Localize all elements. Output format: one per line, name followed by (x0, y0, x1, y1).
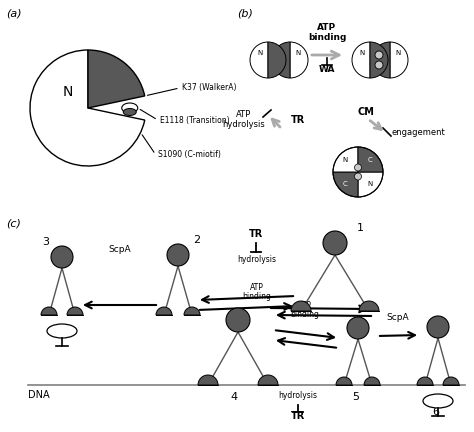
Text: hydrolysis: hydrolysis (237, 255, 276, 264)
Circle shape (375, 61, 383, 69)
Text: TR: TR (291, 115, 305, 125)
Wedge shape (364, 377, 380, 385)
Text: C: C (359, 64, 365, 70)
Text: CM: CM (358, 107, 375, 117)
Ellipse shape (123, 108, 136, 115)
Wedge shape (417, 377, 433, 385)
Wedge shape (352, 42, 370, 78)
Wedge shape (372, 42, 390, 78)
Text: binding: binding (242, 292, 271, 301)
Wedge shape (250, 42, 268, 78)
Wedge shape (198, 375, 218, 385)
Text: WA: WA (319, 65, 335, 74)
Text: N: N (359, 50, 365, 56)
Text: C: C (368, 156, 373, 162)
Text: K37 (WalkerA): K37 (WalkerA) (182, 83, 236, 92)
Wedge shape (156, 307, 172, 315)
Circle shape (427, 316, 449, 338)
Text: ATP: ATP (318, 23, 337, 32)
Wedge shape (390, 42, 408, 78)
Wedge shape (370, 42, 388, 78)
Text: N: N (257, 50, 263, 56)
Text: N: N (395, 50, 401, 56)
Text: C: C (343, 181, 348, 187)
Text: C: C (257, 64, 262, 70)
Text: 2: 2 (193, 235, 200, 245)
Text: (a): (a) (6, 8, 22, 18)
Wedge shape (41, 307, 57, 315)
Text: 1: 1 (357, 223, 364, 233)
Text: ATP: ATP (237, 110, 252, 119)
Ellipse shape (423, 394, 453, 408)
Wedge shape (333, 172, 358, 197)
Text: S1090 (C-miotif): S1090 (C-miotif) (157, 150, 220, 159)
Text: N: N (63, 85, 73, 99)
Circle shape (167, 244, 189, 266)
Text: C: C (63, 125, 73, 139)
Ellipse shape (122, 103, 138, 113)
Wedge shape (358, 147, 383, 172)
Text: C: C (296, 64, 301, 70)
Text: 4: 4 (230, 392, 237, 402)
Text: TR: TR (249, 229, 264, 239)
Wedge shape (290, 42, 308, 78)
Text: binding: binding (291, 310, 319, 319)
Text: hydrolysis: hydrolysis (223, 120, 265, 129)
Text: ATP: ATP (298, 301, 312, 310)
Circle shape (375, 51, 383, 59)
Text: binding: binding (308, 33, 346, 42)
Wedge shape (268, 42, 286, 78)
Circle shape (355, 173, 362, 180)
Wedge shape (336, 377, 352, 385)
Text: (c): (c) (6, 218, 21, 228)
Text: ATP: ATP (250, 283, 264, 292)
Wedge shape (358, 172, 383, 197)
Wedge shape (333, 147, 358, 172)
Wedge shape (67, 307, 83, 315)
Text: 3: 3 (42, 237, 49, 247)
Wedge shape (272, 42, 290, 78)
Text: hydrolysis: hydrolysis (279, 391, 318, 400)
Circle shape (323, 231, 347, 255)
Circle shape (355, 164, 362, 171)
Circle shape (51, 246, 73, 268)
Text: TR: TR (291, 411, 305, 421)
Wedge shape (30, 50, 145, 166)
Text: 6: 6 (432, 407, 439, 417)
Text: ScpA: ScpA (109, 245, 131, 254)
Text: (b): (b) (237, 8, 253, 18)
Wedge shape (258, 375, 278, 385)
Text: N: N (295, 50, 301, 56)
Text: 5: 5 (352, 392, 359, 402)
Circle shape (347, 317, 369, 339)
Text: DNA: DNA (28, 390, 50, 400)
Text: ScpA: ScpA (387, 313, 410, 322)
Text: engagement: engagement (392, 128, 446, 137)
Text: N: N (368, 181, 373, 187)
Wedge shape (184, 307, 200, 315)
Wedge shape (88, 50, 145, 108)
Text: C: C (396, 64, 401, 70)
Text: N: N (343, 156, 348, 162)
Wedge shape (443, 377, 459, 385)
Ellipse shape (47, 324, 77, 338)
Text: E1118 (Transition): E1118 (Transition) (160, 115, 229, 124)
Circle shape (226, 308, 250, 332)
Wedge shape (291, 301, 311, 311)
Wedge shape (359, 301, 379, 311)
